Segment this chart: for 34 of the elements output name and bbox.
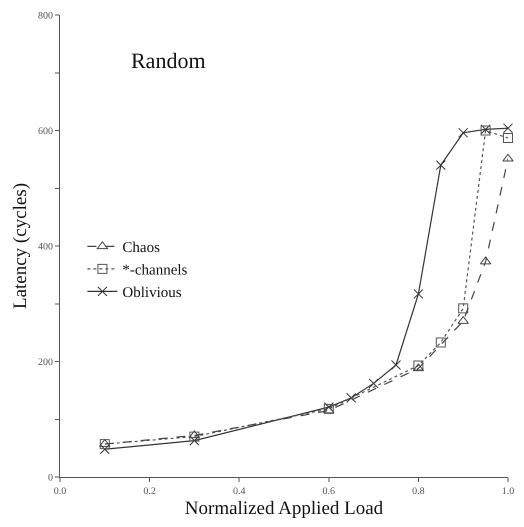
y-tick-label: 200 bbox=[38, 357, 53, 368]
point bbox=[412, 363, 424, 372]
point bbox=[503, 123, 513, 134]
x-tick-label: 1.0 bbox=[502, 486, 514, 497]
y-tick-label: 800 bbox=[38, 10, 53, 22]
point bbox=[413, 288, 424, 299]
point bbox=[413, 360, 424, 371]
x-tick-label: 0.6 bbox=[322, 486, 336, 497]
x-tick-label: 0.0 bbox=[54, 486, 66, 497]
y-axis-title: Latency (cycles) bbox=[10, 182, 31, 310]
point bbox=[188, 430, 200, 438]
legend-label: Chaos bbox=[122, 240, 160, 256]
text: Random bbox=[131, 48, 206, 74]
x-axis-title: Normalized Applied Load bbox=[184, 498, 384, 519]
point bbox=[436, 160, 446, 170]
point bbox=[458, 128, 468, 138]
point bbox=[436, 337, 446, 348]
point bbox=[189, 432, 200, 442]
point bbox=[346, 392, 356, 403]
point bbox=[368, 378, 379, 388]
point bbox=[502, 154, 514, 162]
point bbox=[458, 303, 468, 314]
y-tick-label: 0 bbox=[48, 472, 53, 484]
legend-label: *-channels bbox=[122, 262, 188, 279]
point bbox=[391, 360, 401, 370]
y-tick-label: 600 bbox=[38, 126, 53, 137]
x-tick-label: 0.4 bbox=[232, 486, 246, 497]
point bbox=[100, 444, 110, 454]
legend-label: Oblivious bbox=[122, 285, 182, 302]
x-tick-label: 0.2 bbox=[143, 486, 156, 497]
point bbox=[100, 439, 110, 450]
y-tick-label: 400 bbox=[38, 242, 53, 252]
x-tick-label: 0.8 bbox=[412, 486, 425, 497]
point bbox=[503, 133, 513, 144]
